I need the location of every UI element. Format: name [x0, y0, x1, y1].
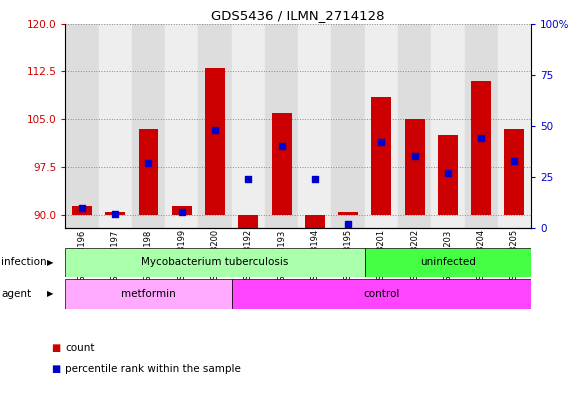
- Point: [344, 221, 353, 227]
- Text: ■: ■: [51, 364, 60, 375]
- Bar: [305, 215, 325, 253]
- Point: [77, 204, 86, 211]
- Point: [244, 176, 253, 182]
- Text: infection: infection: [1, 257, 47, 267]
- Point: [477, 135, 486, 141]
- Bar: [504, 129, 524, 215]
- Text: metformin: metformin: [121, 289, 176, 299]
- Bar: [65, 279, 232, 309]
- Bar: [272, 113, 291, 215]
- Bar: [105, 212, 125, 215]
- Bar: [265, 24, 298, 228]
- Bar: [198, 24, 232, 228]
- Bar: [465, 24, 498, 228]
- Text: ■: ■: [51, 343, 60, 353]
- Point: [444, 170, 453, 176]
- Title: GDS5436 / ILMN_2714128: GDS5436 / ILMN_2714128: [211, 9, 385, 22]
- Point: [177, 208, 186, 215]
- Bar: [498, 24, 531, 228]
- Bar: [298, 24, 332, 228]
- Text: ▶: ▶: [47, 258, 53, 267]
- Bar: [65, 248, 365, 277]
- Bar: [431, 24, 465, 228]
- Bar: [398, 24, 431, 228]
- Bar: [65, 24, 99, 228]
- Text: control: control: [363, 289, 399, 299]
- Bar: [205, 68, 225, 215]
- Bar: [239, 215, 258, 250]
- Text: percentile rank within the sample: percentile rank within the sample: [65, 364, 241, 375]
- Bar: [132, 24, 165, 228]
- Bar: [172, 206, 192, 215]
- Bar: [139, 129, 158, 215]
- Text: ▶: ▶: [47, 289, 53, 298]
- Bar: [72, 206, 92, 215]
- Point: [211, 127, 220, 133]
- Text: agent: agent: [1, 289, 31, 299]
- Text: count: count: [65, 343, 95, 353]
- Bar: [99, 24, 132, 228]
- Point: [310, 176, 319, 182]
- Bar: [471, 81, 491, 215]
- Point: [144, 160, 153, 166]
- Text: Mycobacterium tuberculosis: Mycobacterium tuberculosis: [141, 257, 289, 267]
- Bar: [438, 135, 458, 215]
- Bar: [232, 279, 531, 309]
- Point: [277, 143, 286, 149]
- Point: [377, 139, 386, 145]
- Bar: [165, 24, 198, 228]
- Bar: [404, 119, 425, 215]
- Point: [111, 211, 120, 217]
- Bar: [371, 97, 391, 215]
- Text: uninfected: uninfected: [420, 257, 476, 267]
- Bar: [332, 24, 365, 228]
- Point: [410, 153, 419, 160]
- Point: [510, 157, 519, 163]
- Bar: [365, 248, 531, 277]
- Bar: [338, 212, 358, 215]
- Bar: [232, 24, 265, 228]
- Bar: [365, 24, 398, 228]
